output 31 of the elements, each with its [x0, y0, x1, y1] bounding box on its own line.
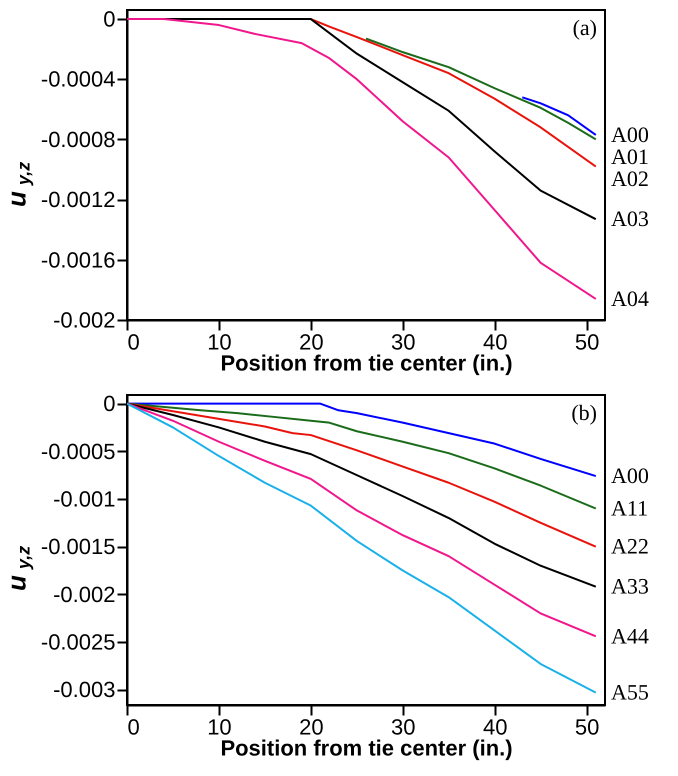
series-label: A00: [611, 463, 649, 488]
line-series: [521, 96, 597, 136]
line-series: [127, 402, 597, 548]
series-label: A33: [611, 574, 649, 599]
y-tick-label: -0.0004: [40, 66, 116, 92]
x-tick-label: 50: [574, 714, 600, 740]
series-label: A11: [611, 496, 648, 521]
y-tick-label: -0.001: [53, 486, 116, 512]
series-label: A22: [611, 534, 649, 559]
y-tick-label: -0.0025: [40, 630, 116, 655]
annotation: (b): [571, 400, 597, 425]
line-series: [127, 402, 597, 478]
series-label: A03: [611, 206, 649, 232]
y-tick-label: -0.002: [53, 308, 116, 332]
series-label: A04: [611, 286, 649, 311]
y-tick-label: 0: [103, 6, 116, 32]
y-tick-label: -0.0012: [40, 187, 116, 212]
series-label: A55: [611, 680, 649, 705]
x-tick-label: 50: [574, 330, 600, 354]
y-tick-label: -0.003: [53, 677, 116, 702]
x-tick-label: 0: [128, 714, 140, 740]
line-series: [127, 402, 597, 510]
y-tick-label: -0.002: [53, 582, 116, 607]
series-label: A44: [611, 623, 649, 648]
y-tick-label: -0.0016: [40, 247, 116, 272]
y-tick-label: -0.0015: [40, 534, 116, 560]
x-tick-label: 0: [128, 330, 140, 354]
annotation: (a): [572, 15, 597, 40]
y-tick-label: -0.0008: [40, 126, 116, 152]
y-tick-label: 0: [103, 391, 116, 416]
y-tick-label: -0.0005: [40, 438, 116, 464]
